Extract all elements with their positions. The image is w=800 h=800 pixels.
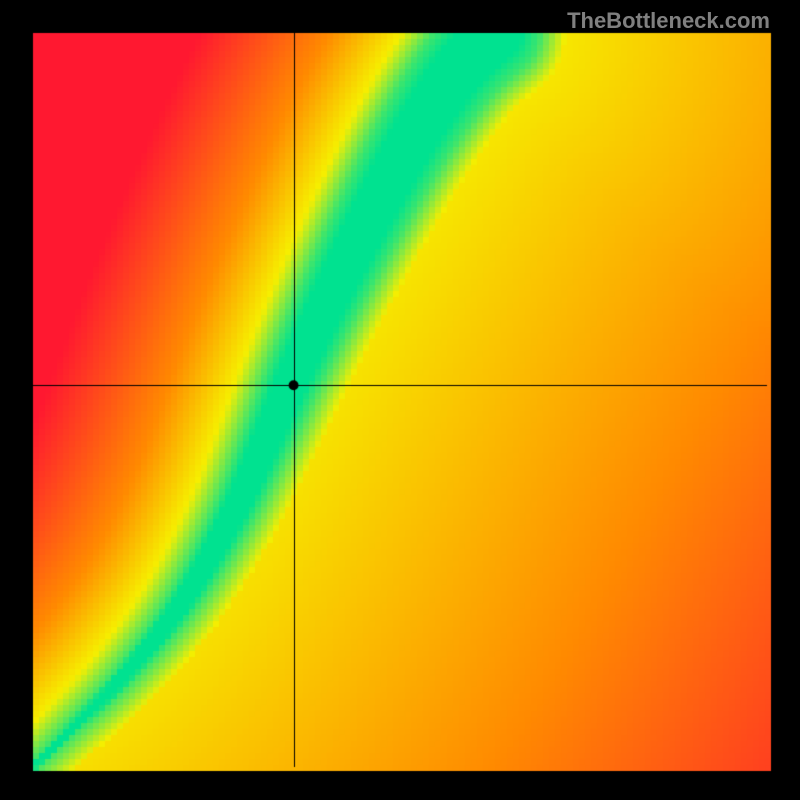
chart-container: TheBottleneck.com (0, 0, 800, 800)
bottleneck-heatmap (0, 0, 800, 800)
watermark-text: TheBottleneck.com (567, 8, 770, 34)
